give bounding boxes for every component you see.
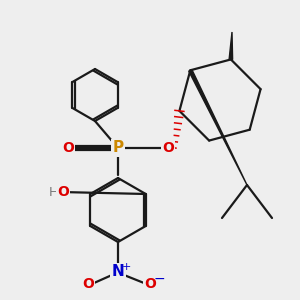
- Text: O: O: [62, 141, 74, 155]
- Text: O: O: [162, 141, 174, 155]
- Text: O: O: [144, 277, 156, 291]
- Polygon shape: [229, 32, 233, 59]
- Text: N: N: [112, 265, 124, 280]
- Text: −: −: [153, 272, 165, 286]
- Text: +: +: [121, 262, 131, 272]
- Text: H: H: [48, 185, 58, 199]
- Text: O: O: [82, 277, 94, 291]
- Text: P: P: [112, 140, 124, 155]
- Polygon shape: [189, 70, 247, 185]
- Text: O: O: [57, 185, 69, 199]
